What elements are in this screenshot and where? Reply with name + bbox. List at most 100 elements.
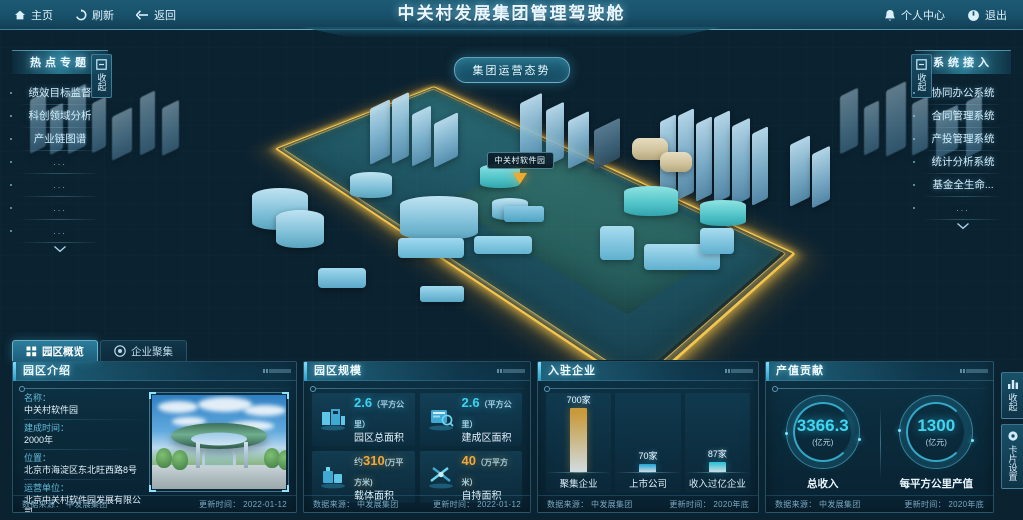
park-intro-fields: 名称： 中关村软件园 建成时间： 2000年 位置： 北京市海淀区东北旺西路8号…: [13, 392, 145, 512]
map-building: [632, 138, 668, 160]
system-item-5[interactable]: 基金全生命...: [913, 174, 1011, 197]
chevron-down-icon: [957, 222, 969, 230]
edge-collapse-button[interactable]: 收起: [1001, 372, 1023, 419]
gauge-value: 3366.3: [796, 416, 849, 435]
hot-topic-item-2[interactable]: 科创领域分析: [10, 105, 108, 128]
nav-back-label: 返回: [154, 10, 176, 22]
header-decoration: [497, 369, 525, 373]
bullet-dot-icon: [10, 138, 12, 140]
bar-value-label: 70家: [638, 451, 658, 461]
map-building: [864, 100, 879, 156]
refresh-icon: [76, 9, 87, 21]
nav-user-center-button[interactable]: 个人中心: [884, 7, 945, 23]
field-name: 名称： 中关村软件园: [24, 392, 145, 416]
map-building: [350, 172, 392, 198]
map-pin-icon: [513, 173, 527, 184]
map-building: [660, 152, 692, 172]
bullet-dot-icon: [913, 161, 915, 163]
gauge-total-revenue[interactable]: 3366.3 (亿元) 总收入: [766, 393, 880, 493]
system-access-panel: 系统接入 收起 协同办公系统 合同管理系统 产投管理系统 统计分析系统 基金全生…: [911, 50, 1011, 233]
header-accent-bar: [766, 362, 769, 381]
header-decoration: [263, 369, 291, 373]
bar-category-label: 收入过亿企业: [688, 479, 746, 490]
nav-logout-button[interactable]: 退出: [967, 7, 1007, 23]
gauge-value: 1300: [917, 416, 956, 435]
bar-baseline: [615, 472, 681, 473]
park-scale-footer: 数据来源： 中发展集团 更新时间： 2022-01-12: [304, 495, 530, 512]
title-container: 中关村发展集团管理驾驶舱: [301, 0, 722, 38]
park-intro-footer: 数据来源： 中发展集团 更新时间： 2022-01-12: [13, 495, 296, 512]
metric-self-held-area[interactable]: 40（万平方米） 自持面积: [419, 450, 522, 503]
nav-home-button[interactable]: 主页: [14, 7, 53, 23]
footer-updated: 更新时间： 2022-01-12: [433, 499, 521, 509]
map-building: [714, 110, 730, 204]
nav-back-button[interactable]: 返回: [136, 7, 176, 23]
system-access-collapse-button[interactable]: 收起: [911, 54, 932, 98]
park-intro-title: 园区介绍: [23, 365, 71, 377]
field-operator: 运营单位： 北京中关村软件园发展有限公司: [24, 482, 145, 512]
map-marker-label: 中关村软件园: [486, 152, 554, 169]
system-access-more-button[interactable]: [915, 220, 1011, 233]
bar-group[interactable]: 70家上市公司: [615, 393, 681, 493]
edge-collapse-label: 收起: [1007, 393, 1018, 411]
gauge-ring: 3366.3 (亿元): [784, 395, 861, 469]
tab-park-overview-label: 园区概览: [42, 345, 84, 358]
hot-topic-item-4[interactable]: ...: [10, 151, 108, 174]
hot-topic-item-5[interactable]: ...: [10, 174, 108, 197]
system-item-4[interactable]: 统计分析系统: [913, 151, 1011, 174]
metric-total-area[interactable]: 2.6（平方公里） 园区总面积: [312, 393, 415, 446]
hot-topic-label: 绩效目标监督: [28, 87, 92, 99]
tab-park-overview[interactable]: 园区概览: [12, 340, 98, 361]
metric-total-area-text: 2.6（平方公里） 园区总面积: [354, 393, 409, 446]
system-item-2[interactable]: 合同管理系统: [913, 105, 1011, 128]
metric-label: 建成区面积: [461, 433, 512, 444]
map-marker[interactable]: 中关村软件园: [460, 150, 580, 184]
map-scene[interactable]: 中关村软件园: [0, 0, 1023, 360]
system-item-3[interactable]: 产投管理系统: [913, 128, 1011, 151]
field-built-time-value: 2000年: [24, 435, 54, 445]
hot-topic-label: 科创领域分析: [28, 110, 92, 122]
bar-group[interactable]: 700家 聚集企业: [546, 393, 612, 493]
chart-icon: [1007, 380, 1018, 389]
hot-topics-collapse-button[interactable]: 收起: [91, 54, 112, 98]
hot-topic-item-6[interactable]: ...: [10, 197, 108, 220]
built-area-icon: [426, 404, 456, 434]
hot-topic-item-3[interactable]: 产业链图谱: [10, 128, 108, 151]
hot-topic-item-7[interactable]: ...: [10, 220, 108, 243]
nav-refresh-button[interactable]: 刷新: [75, 7, 114, 23]
hot-topics-more-button[interactable]: [12, 243, 108, 256]
system-item-6[interactable]: ...: [913, 197, 1011, 220]
output-value-header: 产值贡献: [766, 362, 993, 381]
map-building: [732, 117, 750, 207]
park-photo[interactable]: [149, 392, 289, 492]
card-settings-button[interactable]: 卡片设置: [1001, 424, 1023, 489]
field-location-key: 位置：: [24, 453, 52, 463]
gear-icon: [1007, 431, 1018, 441]
park-area-icon: [318, 404, 348, 434]
gauge-output-per-sqkm[interactable]: 1300 (亿元) 每平方公里产值: [879, 393, 994, 493]
hot-topic-item-1[interactable]: 绩效目标监督: [10, 82, 108, 105]
group-status-pill[interactable]: 集团运营态势: [453, 57, 570, 83]
grid-icon: [26, 346, 37, 356]
bar-category-label: 聚集企业: [559, 479, 598, 490]
bar-baseline: [546, 472, 612, 473]
system-item-1[interactable]: 协同办公系统: [913, 82, 1011, 105]
park-scale-metrics: 2.6（平方公里） 园区总面积 2.6（平方公里）: [312, 393, 522, 503]
hot-topics-items: 绩效目标监督 科创领域分析 产业链图谱 ... ... ... ...: [10, 74, 108, 243]
enterprises-bar-chart: 700家 聚集企业 70家 上市公司 87家 收入过亿企业: [546, 393, 750, 493]
footer-source: 数据来源： 中发展集团: [313, 499, 399, 509]
header-accent-bar: [538, 362, 541, 381]
hot-topic-label: ...: [53, 203, 67, 213]
bar-category-label: 上市公司: [628, 479, 667, 490]
photo-artwork: [152, 395, 286, 489]
bullet-dot-icon: [10, 161, 12, 163]
bar-group[interactable]: 87家 收入过亿企业: [684, 393, 750, 493]
bullet-dot-icon: [10, 230, 12, 232]
tab-enterprise-cluster[interactable]: 企业聚集: [100, 340, 187, 361]
system-item-label: 协同办公系统: [931, 87, 995, 99]
gauge-label: 每平方公里产值: [899, 478, 974, 490]
metric-carrier-area[interactable]: 约310(万平方米) 载体面积: [312, 450, 415, 503]
bell-icon: [885, 9, 895, 21]
metric-built-area[interactable]: 2.6（平方公里） 建成区面积: [419, 393, 522, 446]
map-building: [752, 126, 768, 206]
